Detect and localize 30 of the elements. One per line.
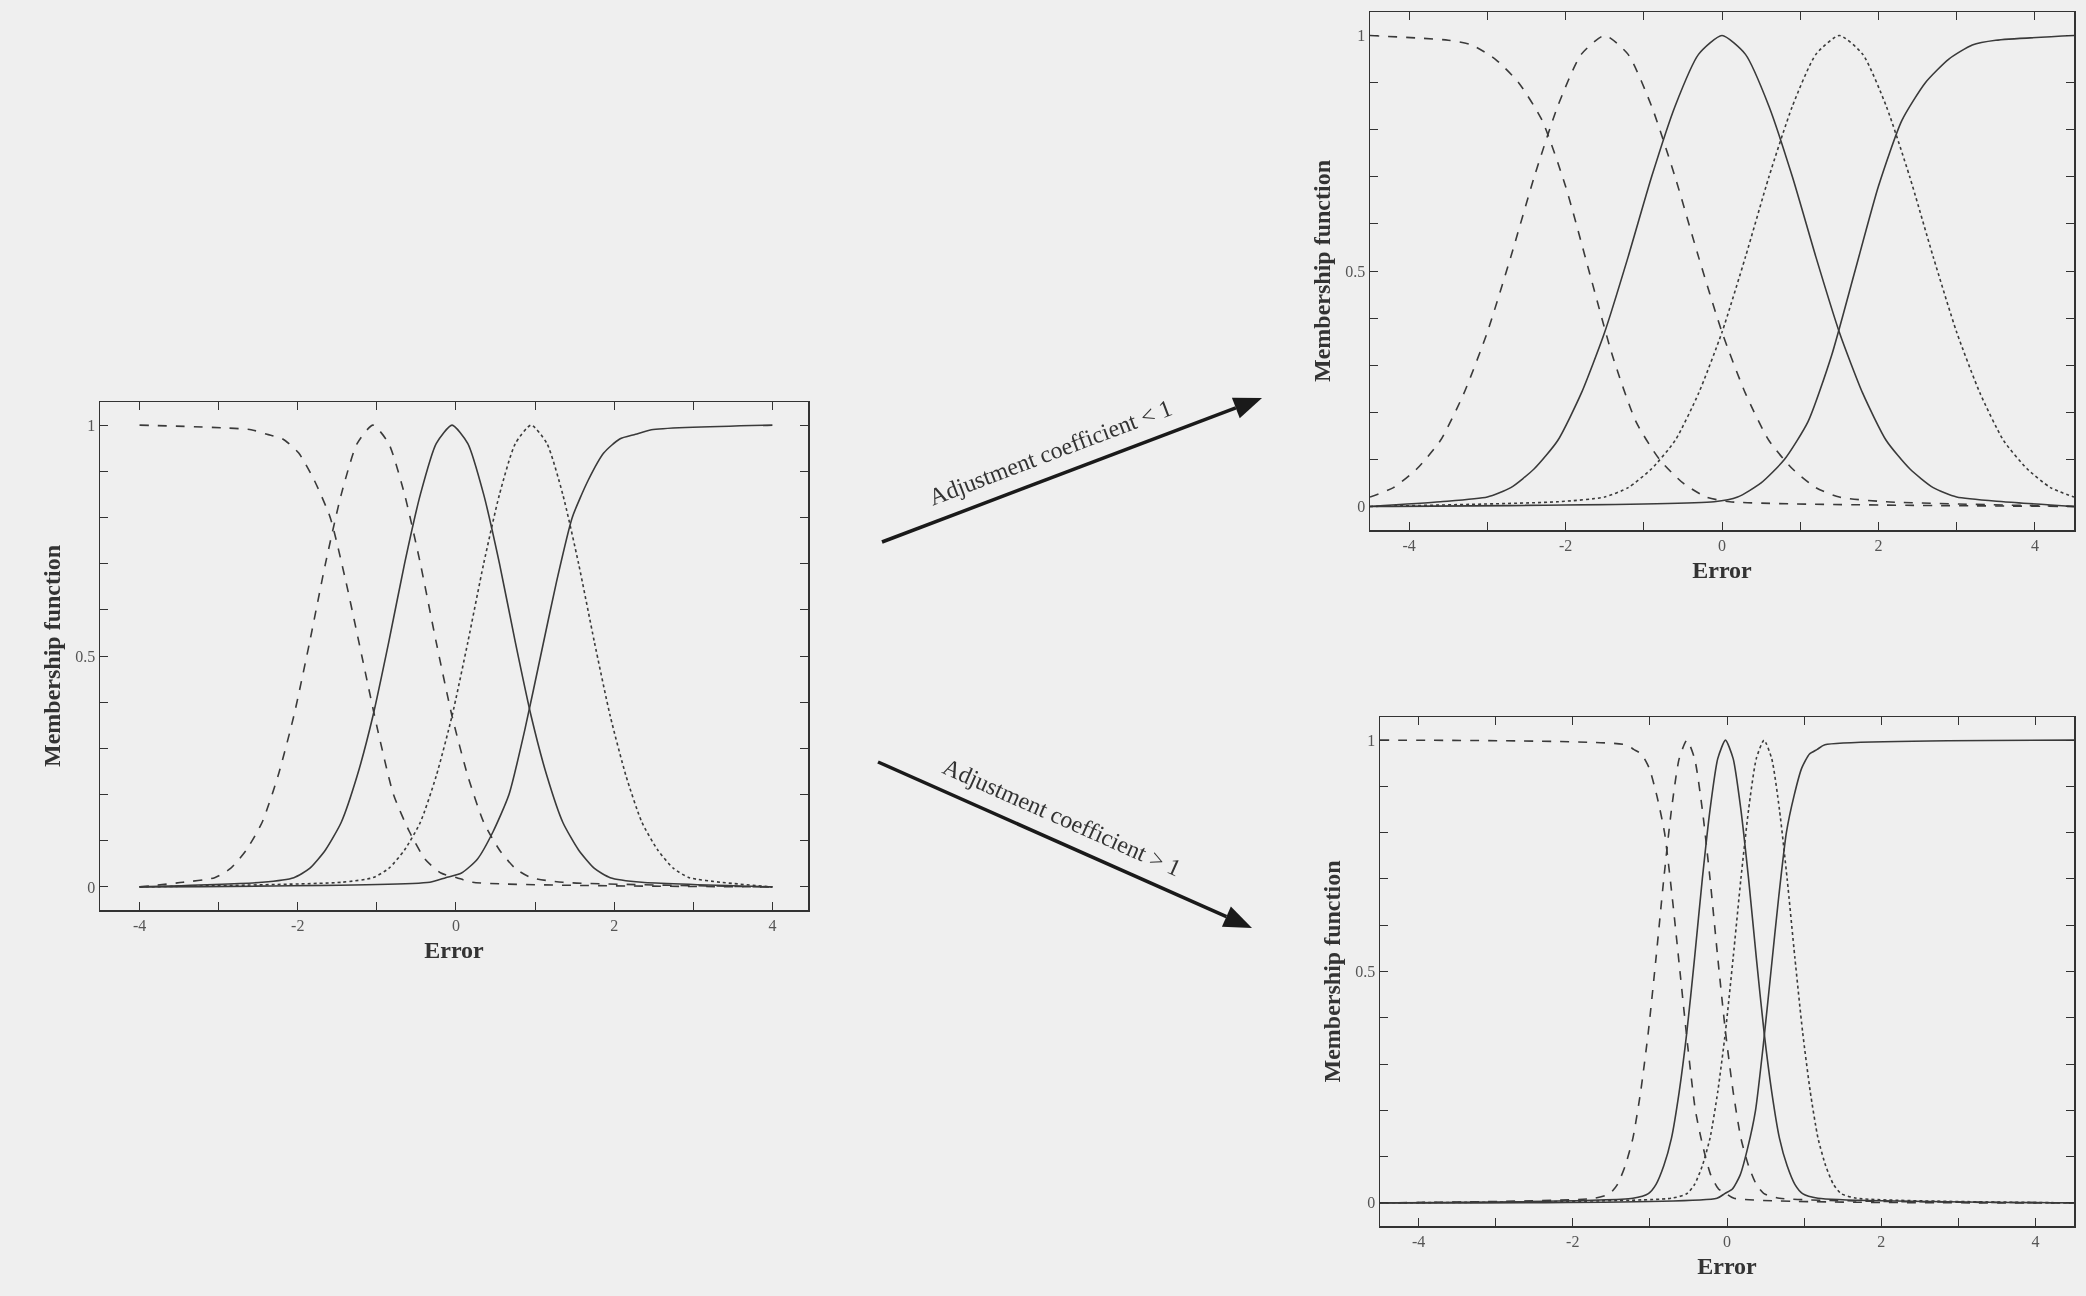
- y-tick-label: 0.5: [1345, 262, 1366, 280]
- x-tick-label: 2: [1874, 536, 1883, 554]
- y-tick-label: 0: [1357, 498, 1366, 516]
- y-tick-label: 0.5: [1355, 963, 1376, 981]
- x-tick-label: -2: [1558, 536, 1573, 554]
- x-tick-label: -4: [1402, 536, 1416, 554]
- x-tick-label: -2: [1566, 1232, 1580, 1250]
- x-tick-label: 4: [2030, 536, 2039, 554]
- x-tick-label: 2: [1877, 1232, 1886, 1250]
- y-tick-label: 1: [1357, 27, 1366, 45]
- y-tick-label: 0: [87, 878, 96, 896]
- y-tick-label: 0: [1367, 1194, 1376, 1212]
- x-axis-title: Error: [1692, 556, 1753, 583]
- x-tick-label: -4: [1411, 1232, 1426, 1250]
- y-axis-title: Membership function: [1318, 860, 1345, 1083]
- x-tick-label: -4: [132, 916, 147, 934]
- x-axis-title: Error: [424, 936, 485, 963]
- x-tick-label: 0: [1723, 1232, 1731, 1250]
- x-tick-label: 2: [610, 916, 619, 934]
- x-tick-label: 4: [768, 916, 777, 934]
- y-tick-label: 1: [1367, 731, 1376, 749]
- x-tick-label: -2: [291, 916, 305, 934]
- x-axis-title: Error: [1697, 1252, 1758, 1279]
- x-tick-label: 0: [1718, 536, 1726, 554]
- y-tick-label: 0.5: [75, 647, 96, 665]
- y-tick-label: 1: [87, 416, 96, 434]
- x-tick-label: 0: [451, 916, 460, 934]
- y-axis-title: Membership function: [38, 545, 65, 767]
- y-axis-title: Membership function: [1308, 160, 1335, 382]
- x-tick-label: 4: [2031, 1232, 2040, 1250]
